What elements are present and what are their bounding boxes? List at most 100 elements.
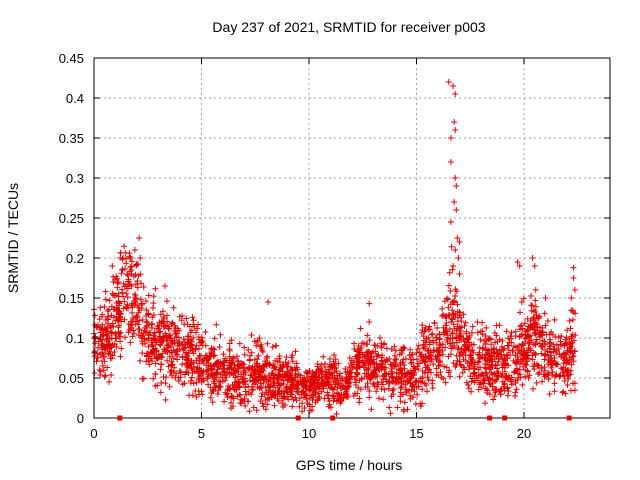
data-point xyxy=(532,339,539,346)
data-point xyxy=(222,355,229,362)
data-point xyxy=(384,357,391,364)
data-point xyxy=(560,364,567,371)
data-point xyxy=(217,371,224,378)
data-point xyxy=(187,347,194,354)
data-point xyxy=(302,382,309,389)
data-point xyxy=(525,355,532,362)
data-point xyxy=(144,328,151,335)
data-point xyxy=(414,346,421,353)
data-point xyxy=(190,359,197,366)
data-point xyxy=(277,367,284,374)
y-tick-label: 0.1 xyxy=(66,331,84,346)
data-point xyxy=(174,351,181,358)
data-point xyxy=(568,307,575,314)
data-point xyxy=(516,333,523,340)
data-point xyxy=(100,353,107,360)
data-point xyxy=(458,346,465,353)
data-point xyxy=(485,336,492,343)
data-point xyxy=(455,255,462,261)
data-point xyxy=(449,266,456,273)
data-point xyxy=(134,261,141,268)
data-point xyxy=(535,362,542,369)
data-point xyxy=(392,347,399,354)
data-point xyxy=(184,321,191,328)
data-point xyxy=(253,342,260,349)
data-point xyxy=(148,341,155,348)
y-tick-label: 0.4 xyxy=(66,91,84,106)
data-point xyxy=(495,358,502,365)
data-point xyxy=(529,255,536,261)
data-point xyxy=(450,321,457,328)
data-point xyxy=(105,313,112,320)
data-point xyxy=(497,391,504,398)
data-point xyxy=(571,286,578,293)
data-point xyxy=(173,370,180,377)
data-point xyxy=(215,364,222,371)
data-point xyxy=(504,384,511,391)
data-point xyxy=(240,365,247,372)
data-point xyxy=(453,183,460,189)
data-point xyxy=(178,317,185,324)
data-point xyxy=(450,299,457,306)
data-point xyxy=(195,321,202,328)
data-point xyxy=(467,373,474,380)
data-point xyxy=(102,296,109,303)
data-point xyxy=(440,375,447,382)
data-point xyxy=(449,330,456,337)
data-point xyxy=(366,337,373,344)
data-point xyxy=(274,358,281,365)
data-point xyxy=(485,377,492,384)
data-point xyxy=(121,243,128,250)
data-point xyxy=(397,398,404,405)
data-point xyxy=(143,358,150,365)
data-point xyxy=(304,400,311,407)
data-point xyxy=(454,301,461,308)
data-point xyxy=(426,353,433,360)
data-point xyxy=(117,313,124,320)
data-point xyxy=(437,359,444,366)
data-point xyxy=(251,367,258,374)
data-point xyxy=(294,381,301,388)
data-point xyxy=(359,340,366,347)
data-point xyxy=(214,391,221,398)
data-point xyxy=(366,394,373,401)
data-point xyxy=(407,380,414,387)
data-point xyxy=(572,332,579,339)
data-point xyxy=(401,362,408,369)
data-point xyxy=(278,381,285,388)
data-point xyxy=(271,402,278,409)
zero-marker xyxy=(117,415,123,421)
data-point xyxy=(468,388,475,395)
data-point xyxy=(482,332,489,339)
data-point xyxy=(419,386,426,393)
data-point xyxy=(213,321,220,328)
data-point xyxy=(415,366,422,373)
data-point xyxy=(181,380,188,387)
data-point xyxy=(209,371,216,378)
data-point xyxy=(153,347,160,354)
data-point xyxy=(461,347,468,354)
data-point xyxy=(532,342,539,349)
data-point xyxy=(560,360,567,367)
data-point xyxy=(323,375,330,382)
data-point xyxy=(551,354,558,361)
y-tick-label: 0.35 xyxy=(59,131,84,146)
data-point xyxy=(391,343,398,350)
data-point xyxy=(475,358,482,365)
data-point xyxy=(520,342,527,349)
data-point xyxy=(559,369,566,376)
data-point xyxy=(160,323,167,330)
data-point xyxy=(239,397,246,404)
data-point xyxy=(170,347,177,354)
data-point xyxy=(419,374,426,381)
data-point xyxy=(226,347,233,354)
data-point xyxy=(251,338,258,345)
data-point xyxy=(455,344,462,351)
data-point xyxy=(479,379,486,386)
data-point xyxy=(346,370,353,377)
data-point xyxy=(152,360,159,367)
data-point xyxy=(525,375,532,382)
data-point xyxy=(148,321,155,328)
data-point xyxy=(146,361,153,368)
data-point xyxy=(172,330,179,337)
